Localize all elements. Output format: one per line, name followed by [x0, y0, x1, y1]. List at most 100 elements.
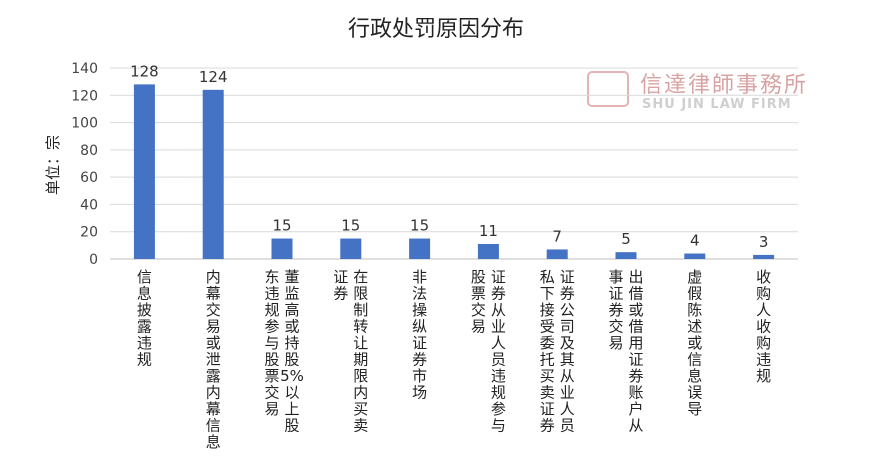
category-char: 人	[756, 301, 771, 319]
category-char: 泄	[206, 351, 221, 369]
category-char: 业	[560, 384, 575, 402]
watermark-seal-icon	[587, 71, 629, 107]
data-label: 5	[621, 230, 631, 248]
category-char: 或	[687, 334, 702, 352]
category-char: 券	[412, 351, 427, 369]
category-char: 参	[264, 318, 279, 336]
category-char: 露	[206, 367, 221, 385]
y-tick-label: 120	[71, 88, 98, 104]
category-char: 转	[353, 318, 368, 336]
category-char: 违	[756, 351, 771, 369]
category-char: 委	[540, 334, 555, 352]
bar	[133, 84, 155, 259]
watermark: 信達律師事務所 SHU JIN LAW FIRM	[587, 71, 808, 112]
category-char: 规	[137, 351, 152, 369]
category-char: 违	[491, 367, 506, 385]
bar	[546, 249, 568, 259]
category-char: 卖	[353, 417, 368, 435]
category-char: 其	[560, 351, 575, 369]
bars	[133, 84, 775, 259]
category-char: 券	[628, 367, 643, 385]
category-char: 及	[560, 334, 575, 352]
bar	[753, 254, 775, 259]
category-char: 董	[284, 268, 299, 286]
category-char: 受	[540, 318, 555, 336]
category-char: 出	[628, 268, 643, 286]
category-char: 易	[471, 318, 486, 336]
y-tick-label: 0	[89, 252, 98, 268]
category-char: 息	[137, 285, 152, 303]
category-char: 下	[540, 285, 555, 303]
category-char: 假	[687, 285, 702, 303]
category-char: 上	[284, 400, 299, 418]
category-char: 收	[756, 318, 771, 336]
category-char: 员	[560, 417, 575, 435]
data-label: 15	[410, 217, 429, 235]
category-char: 制	[353, 301, 368, 319]
category-char: 导	[687, 400, 702, 418]
category-char: 与	[491, 417, 506, 435]
category-char: 券	[333, 285, 348, 303]
category-char: 购	[756, 285, 771, 303]
category-char: 证	[412, 334, 427, 352]
y-tick-label: 60	[80, 170, 98, 186]
category-char: 非	[412, 268, 427, 286]
watermark-chinese: 信達律師事務所	[640, 73, 808, 98]
category-char: 东	[264, 268, 279, 286]
category-char: 股	[284, 417, 299, 435]
category-char: 证	[540, 400, 555, 418]
category-char: 事	[608, 268, 623, 286]
data-label: 15	[272, 217, 291, 235]
category-char: 从	[560, 367, 575, 385]
category-char: 人	[491, 334, 506, 352]
category-char: 公	[560, 301, 575, 319]
category-char: 幕	[206, 285, 221, 303]
category-char: 证	[608, 285, 623, 303]
category-char: 或	[284, 318, 299, 336]
category-char: 让	[353, 334, 368, 352]
y-tick-label: 20	[80, 225, 98, 241]
category-char: 内	[206, 268, 221, 286]
watermark-english: SHU JIN LAW FIRM	[642, 97, 792, 112]
category-char: 票	[264, 367, 279, 385]
category-char: 述	[687, 318, 702, 336]
data-label: 124	[199, 68, 228, 86]
category-char: 购	[756, 334, 771, 352]
category-char: 人	[560, 400, 575, 418]
category-char: 员	[491, 351, 506, 369]
category-char: 法	[412, 285, 427, 303]
category-char: 券	[608, 301, 623, 319]
y-axis-ticks: 0 20 40 60 80 100 120 140	[71, 61, 98, 268]
category-char: 陈	[687, 301, 702, 319]
data-label: 4	[690, 232, 700, 250]
category-char: 券	[540, 417, 555, 435]
category-char: 规	[264, 301, 279, 319]
category-char: 参	[491, 400, 506, 418]
category-char: 证	[560, 268, 575, 286]
category-char: 从	[491, 301, 506, 319]
category-char: 信	[206, 417, 221, 435]
y-tick-label: 40	[80, 197, 98, 213]
category-char: 限	[353, 285, 368, 303]
category-char: 账	[628, 384, 643, 402]
x-axis-labels: 信息披露违规内幕交易或泄露内幕信息董监高或持股5%以上股东违规参与股票交易在限制…	[137, 268, 771, 451]
data-labels: 128 124 15 15 15 11 7 5 4 3	[130, 62, 768, 251]
category-char: 易	[608, 334, 623, 352]
category-char: 误	[687, 384, 702, 402]
category-char: 内	[206, 384, 221, 402]
category-char: 5%	[280, 367, 304, 385]
bar	[684, 253, 706, 259]
y-tick-label: 100	[71, 116, 98, 132]
category-char: 在	[353, 268, 368, 286]
category-char: 持	[284, 334, 299, 352]
category-char: 息	[687, 367, 702, 385]
category-char: 内	[353, 384, 368, 402]
category-char: 违	[137, 334, 152, 352]
